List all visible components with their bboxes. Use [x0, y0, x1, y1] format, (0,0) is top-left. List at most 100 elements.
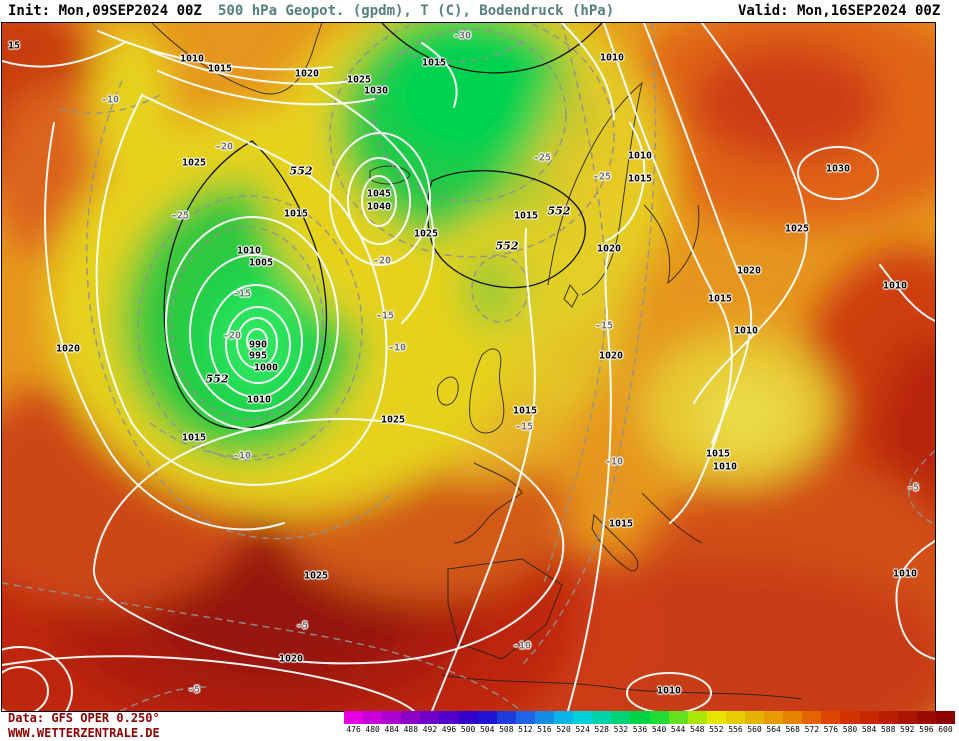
colorbar-cell: 564: [764, 711, 784, 735]
colorbar-tick-label: 544: [670, 725, 686, 734]
colorbar-swatch: [630, 711, 650, 724]
colorbar-tick-label: 552: [709, 725, 724, 734]
geopotential-isolines-layer: [163, 23, 603, 430]
map-label-geopotential: 552: [289, 164, 313, 178]
website-text: WWW.WETTERZENTRALE.DE: [8, 726, 160, 740]
map-labels-layer: 15 1010 1015 1020 1025 1030 1015 1010 1010 1015 10…: [2, 23, 935, 711]
map-label-pressure: 1015: [512, 405, 538, 417]
map-label-pressure: 995: [248, 350, 268, 362]
colorbar-swatch: [649, 711, 669, 724]
colorbar-tick-label: 492: [422, 725, 438, 734]
colorbar-tick-label: 588: [880, 725, 896, 734]
temperature-isolines-layer: [2, 23, 935, 711]
colorbar-cell: 560: [744, 711, 765, 735]
map-label-pressure: 1015: [705, 448, 731, 460]
colorbar-swatch: [783, 711, 803, 724]
colorbar-cell: 552: [706, 711, 726, 735]
map-label-temperature: -15: [232, 288, 252, 300]
map-label-pressure: 1010: [882, 280, 908, 292]
map-label-temperature: -25: [592, 171, 612, 183]
map-label-temperature: -10: [232, 450, 252, 462]
colorbar-cell: 576: [821, 711, 841, 735]
colorbar-tick-label: 592: [900, 725, 915, 734]
map-label-temperature: -25: [170, 210, 190, 222]
colorbar-tick-label: 504: [479, 725, 495, 734]
map-label-temperature: -5: [906, 482, 920, 494]
colorbar-swatch: [687, 711, 707, 724]
map-label-pressure: 1015: [181, 432, 207, 444]
map-label-temperature: -5: [295, 620, 309, 632]
colorbar-cell: 524: [573, 711, 593, 735]
map-label-geopotential: 552: [547, 204, 571, 218]
colorbar-cell: 588: [878, 711, 898, 735]
map-label-pressure: 1010: [246, 394, 272, 406]
map-label-pressure: 1015: [283, 208, 309, 220]
colorbar-tick-label: 540: [651, 725, 667, 734]
colorbar-swatch: [668, 711, 688, 724]
map-label-pressure: 1030: [825, 163, 851, 175]
colorbar-cell: 520: [554, 711, 574, 735]
colorbar-tick-label: 496: [441, 725, 457, 734]
colorbar-swatch: [744, 711, 765, 724]
colorbar-tick-label: 528: [594, 725, 609, 734]
colorbar-swatch: [725, 711, 745, 724]
temperature-fill-layer: [2, 23, 935, 711]
map-label-pressure: 1010: [236, 245, 262, 257]
colorbar-swatch: [802, 711, 822, 724]
colorbar-tick-label: 500: [460, 725, 476, 734]
map-label-temperature: -20: [222, 330, 242, 342]
colorbar-cell: 484: [382, 711, 402, 735]
map-label-temperature: -25: [532, 152, 552, 164]
colorbar-tick-label: 488: [403, 725, 419, 734]
map-label-pressure: 1020: [294, 68, 320, 80]
colorbar-cell: 496: [439, 711, 459, 735]
colorbar-swatch: [935, 711, 955, 724]
colorbar-tick-label: 532: [613, 725, 629, 734]
map-label-pressure: 1020: [736, 265, 762, 277]
colorbar-cell: 568: [783, 711, 803, 735]
colorbar-cell: 476: [344, 711, 364, 735]
map-label-pressure: 15: [7, 40, 21, 52]
map-label-pressure: 1045: [366, 188, 392, 200]
map-label-temperature: -15: [375, 310, 395, 322]
colorbar-tick-label: 572: [804, 725, 820, 734]
colorbar-swatch: [382, 711, 402, 724]
colorbar-swatch: [458, 711, 478, 724]
isobar-lines-layer: [2, 23, 935, 711]
map-label-pressure: 1010: [627, 150, 653, 162]
colorbar-cell: 500: [458, 711, 478, 735]
weather-map: 15 1010 1015 1020 1025 1030 1015 1010 1010 1015 10…: [1, 22, 936, 712]
colorbar-cell: 508: [496, 711, 516, 735]
colorbar-swatch: [496, 711, 516, 724]
colorbar-tick-label: 568: [785, 725, 800, 734]
map-label-pressure: 1025: [303, 570, 329, 582]
map-graphic: [2, 23, 935, 711]
colorbar-swatch: [554, 711, 574, 724]
colorbar-cell: 532: [611, 711, 631, 735]
map-label-pressure: 1025: [413, 228, 439, 240]
colorbar-tick-label: 584: [861, 725, 877, 734]
colorbar-tick-label: 536: [632, 725, 648, 734]
colorbar-cell: 492: [420, 711, 440, 735]
colorbar-tick-label: 480: [365, 725, 380, 734]
colorbar-swatch: [859, 711, 879, 724]
colorbar-legend: 476 480 484 488 492 496 500 504 508 512 516 520 524 5…: [344, 711, 956, 735]
colorbar-swatch: [897, 711, 917, 724]
colorbar-swatch: [592, 711, 612, 724]
map-label-pressure: 1020: [278, 653, 304, 665]
map-label-temperature: -15: [514, 421, 534, 433]
colorbar-swatch: [439, 711, 459, 724]
colorbar-cell: 600: [935, 711, 955, 735]
colorbar-swatch: [477, 711, 497, 724]
header-bar: Init: Mon,09SEP2024 00Z 500 hPa Geopot. …: [0, 0, 959, 22]
valid-datetime: Valid: Mon,16SEP2024 00Z: [738, 3, 941, 19]
colorbar-swatch: [840, 711, 860, 724]
colorbar-tick-label: 548: [690, 725, 705, 734]
colorbar-cell: 516: [534, 711, 555, 735]
map-label-pressure: 1015: [421, 57, 447, 69]
colorbar-swatch: [764, 711, 784, 724]
colorbar-cell: 536: [630, 711, 650, 735]
colorbar-tick-label: 596: [919, 725, 934, 734]
colorbar-swatch: [363, 711, 383, 724]
map-label-pressure: 1025: [346, 74, 372, 86]
